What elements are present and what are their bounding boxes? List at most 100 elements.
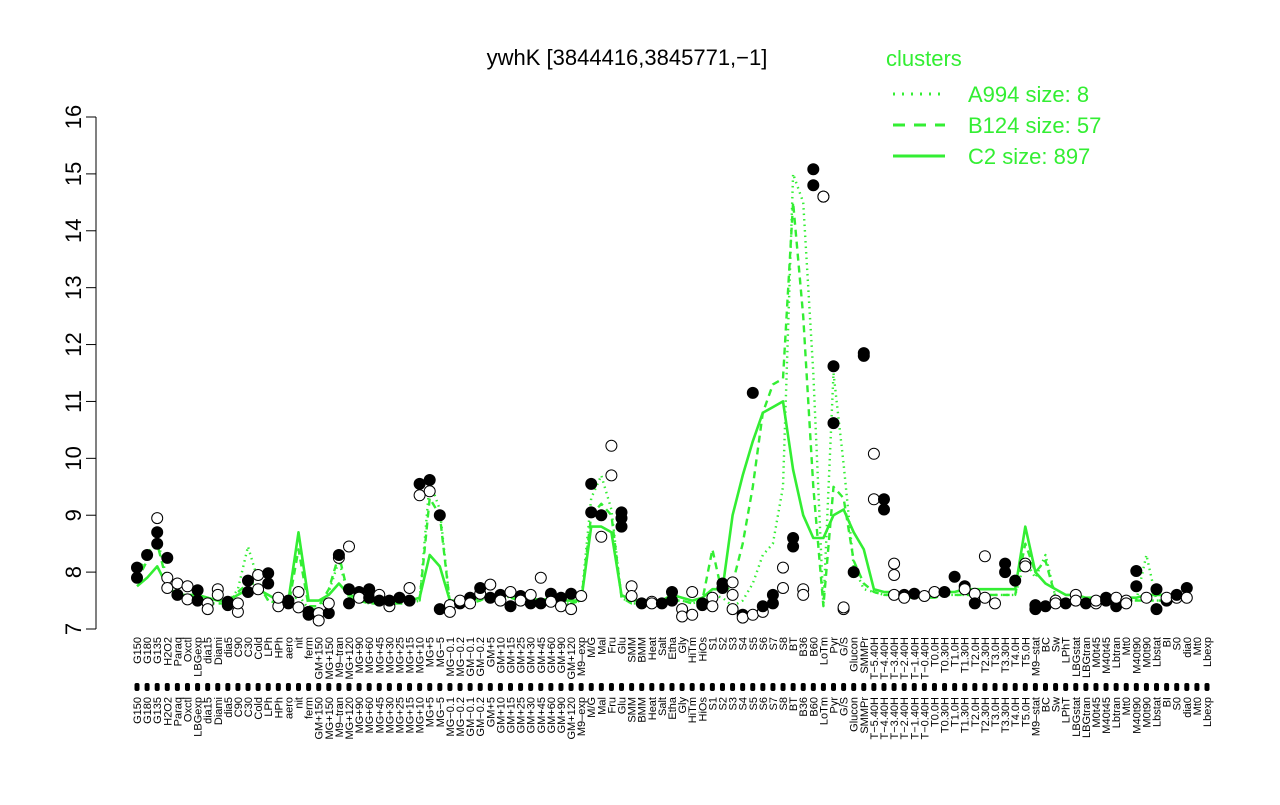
data-point-filled [282, 597, 295, 610]
data-point-filled [1009, 574, 1022, 587]
data-point-open [726, 588, 739, 601]
x-tick-label: BC [1041, 637, 1053, 652]
y-tick-label: 7 [61, 623, 86, 635]
data-point-open [605, 469, 618, 482]
x-tick-label: T−1.40H [909, 637, 921, 680]
data-point-filled [171, 588, 184, 601]
x-rug-mark [538, 683, 544, 691]
data-point-open [484, 578, 497, 591]
x-tick-label: T3.0H [990, 637, 1002, 667]
data-point-open [575, 590, 588, 602]
data-point-open [1140, 591, 1153, 604]
x-rug-mark [750, 683, 756, 691]
x-tick-label: MG−0.1 [445, 637, 457, 676]
data-point-filled [1150, 603, 1163, 616]
x-tick-label: S7 [768, 637, 780, 650]
x-tick-label: S0 [1172, 637, 1184, 650]
x-tick-label: Lbtran [1111, 637, 1123, 668]
x-rug-mark [730, 683, 736, 691]
x-rug-mark [820, 683, 826, 691]
x-tick-label: Glucon [849, 637, 861, 672]
data-point-filled [999, 566, 1012, 579]
x-rug-mark [184, 683, 190, 691]
x-tick-label: T2.0H [970, 637, 982, 667]
x-rug-mark [275, 683, 281, 691]
data-point-filled [191, 594, 204, 607]
x-rug-mark [245, 683, 251, 691]
x-bottom-label: S8 [778, 697, 790, 710]
data-point-open [726, 576, 739, 589]
x-tick-label: MG+90 [354, 637, 366, 673]
data-point-open [1069, 594, 1082, 607]
data-point-filled [746, 386, 759, 399]
x-tick-label: HiOs [697, 637, 709, 662]
data-point-filled [1059, 597, 1072, 610]
x-tick-label: nit [294, 637, 306, 649]
x-bottom-label: H2O2 [162, 697, 174, 726]
x-bottom-label: dia15 [203, 697, 215, 724]
x-rug-mark [205, 683, 211, 691]
data-point-open [161, 571, 174, 584]
x-tick-label: T0.30H [940, 637, 952, 673]
data-point-open [211, 588, 224, 601]
data-point-filled [151, 526, 164, 539]
x-bottom-label: B36 [798, 697, 810, 717]
x-rug-mark [861, 683, 867, 691]
x-tick-label: M9–stat [1030, 637, 1042, 676]
data-point-filled [373, 594, 386, 607]
data-point-open [1090, 594, 1102, 607]
x-tick-label: T3.30H [1000, 637, 1012, 673]
x-tick-label: dia0 [1182, 637, 1194, 658]
x-tick-label: GM+10 [495, 637, 507, 673]
x-bottom-label: MG+25 [395, 697, 407, 733]
x-bottom-label: MG−5 [435, 697, 447, 727]
data-point-filled [1130, 565, 1143, 577]
data-point-open [544, 595, 557, 608]
x-rug-mark [1133, 683, 1139, 691]
data-point-filled [343, 583, 355, 596]
x-bottom-label: GM+150 [314, 697, 326, 740]
x-rug-mark [1002, 683, 1008, 691]
data-point-filled [615, 520, 628, 533]
data-point-filled [1029, 603, 1042, 616]
data-point-open [686, 586, 699, 598]
x-rug-mark [568, 683, 574, 691]
x-rug-mark [1063, 683, 1069, 691]
x-rug-mark [518, 683, 524, 691]
x-rug-mark [669, 683, 675, 691]
x-rug-mark [507, 683, 513, 691]
points-layer [131, 163, 1193, 627]
x-bottom-label: LoTm [818, 697, 830, 725]
data-point-open [888, 557, 901, 570]
data-point-open [292, 601, 305, 614]
data-point-open [504, 586, 517, 598]
data-point-filled [655, 597, 668, 610]
x-tick-label: GM+5 [485, 637, 497, 667]
x-bottom-label: Oxctl [183, 697, 195, 722]
data-point-filled [878, 503, 890, 516]
x-bottom-label: LBGtran [1081, 697, 1093, 738]
x-bottom-label: GM+120 [566, 697, 578, 740]
x-bottom-label: MG+60 [364, 697, 376, 733]
x-tick-label: MG−5 [435, 637, 447, 667]
y-tick-label: 14 [61, 219, 86, 243]
x-bottom-label: Lbexp [1202, 697, 1214, 727]
data-point-filled [1150, 583, 1163, 596]
x-bottom-label: T3.30H [1000, 697, 1012, 733]
x-tick-label: LBGstat [1071, 637, 1083, 677]
x-tick-label: Glu [617, 637, 629, 654]
data-point-filled [413, 477, 426, 490]
x-bottom-label: LPh [263, 697, 275, 717]
data-point-open [322, 597, 335, 610]
x-bottom-label: T0.30H [940, 697, 952, 733]
data-point-open [353, 591, 366, 604]
x-bottom-label: GM+30 [526, 697, 538, 733]
x-tick-label: Mal [596, 637, 608, 655]
x-tick-label: GM+30 [526, 637, 538, 673]
x-rug-mark [942, 683, 948, 691]
x-bottom-label: MG−0.1 [445, 697, 457, 736]
x-rug-mark [659, 683, 665, 691]
x-bottom-label: T3.0H [990, 697, 1002, 727]
x-rug-mark [952, 683, 958, 691]
